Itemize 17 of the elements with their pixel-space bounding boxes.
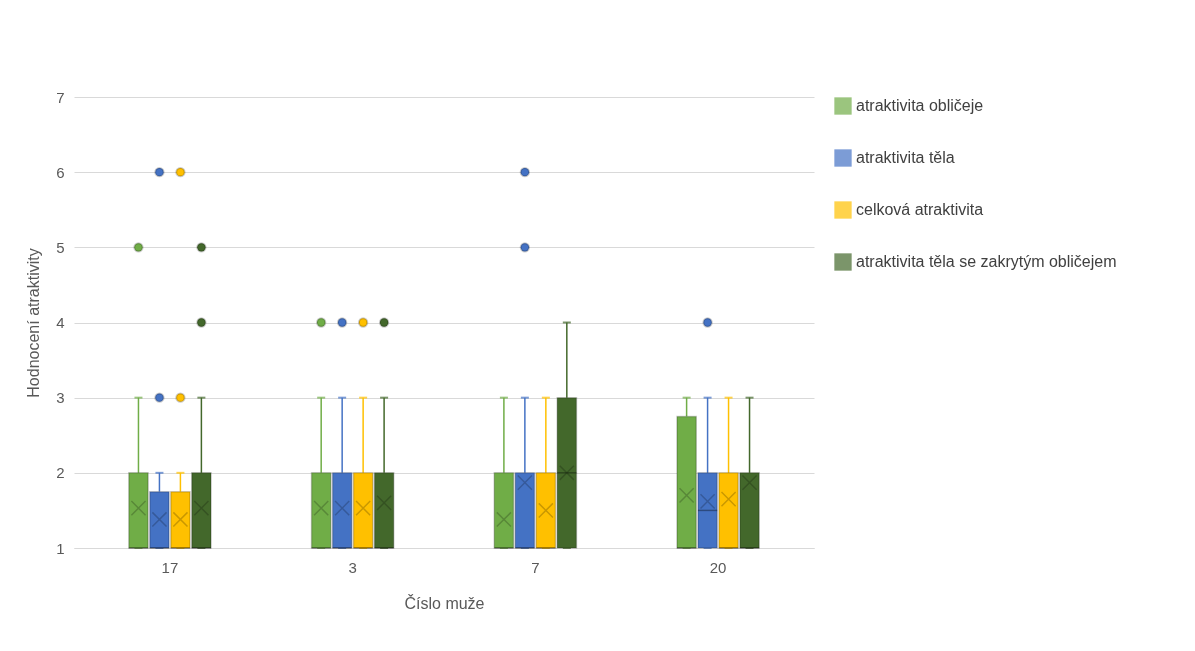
legend-label: atraktivita těla se zakrytým obličejem — [856, 253, 1117, 270]
x-tick-label: 20 — [709, 558, 727, 576]
y-tick-label: 4 — [56, 314, 65, 331]
x-tick-label: 7 — [531, 558, 540, 576]
legend-label: atraktivita obličeje — [856, 97, 984, 114]
x-tick-label: 17 — [161, 558, 179, 576]
x-axis-title: Číslo muže — [404, 593, 485, 612]
y-tick-label: 3 — [56, 389, 65, 407]
legend-label: celková atraktivita — [856, 201, 984, 218]
y-tick-label: 5 — [56, 238, 65, 256]
x-tick-label: 3 — [348, 558, 357, 576]
y-tick-label: 2 — [56, 464, 65, 482]
y-tick-label: 1 — [56, 539, 65, 557]
y-tick-label: 7 — [56, 88, 65, 106]
legend-label: atraktivita těla — [856, 149, 955, 166]
y-axis-title: Hodnocení atraktivity — [25, 248, 43, 398]
y-tick-label: 6 — [56, 163, 65, 181]
